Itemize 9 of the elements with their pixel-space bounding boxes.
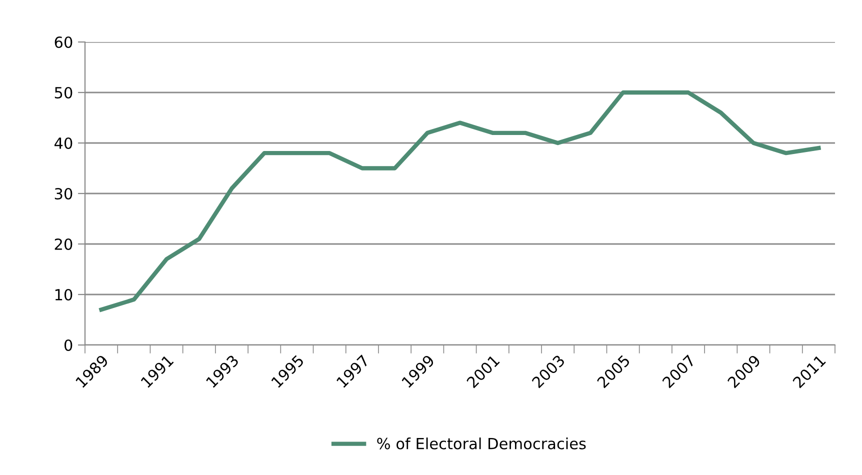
line-series (99, 90, 821, 312)
y-tick-label: 0 (64, 339, 72, 352)
y-tick-label: 40 (54, 137, 72, 150)
y-tick-label: 20 (54, 238, 72, 250)
y-tick-label: 10 (55, 288, 72, 301)
y-tick-label: 50 (54, 86, 72, 99)
legend-label: % of Electoral Democracies (377, 438, 586, 450)
y-tick-label: 30 (54, 188, 72, 200)
y-tick-label: 60 (54, 36, 72, 48)
